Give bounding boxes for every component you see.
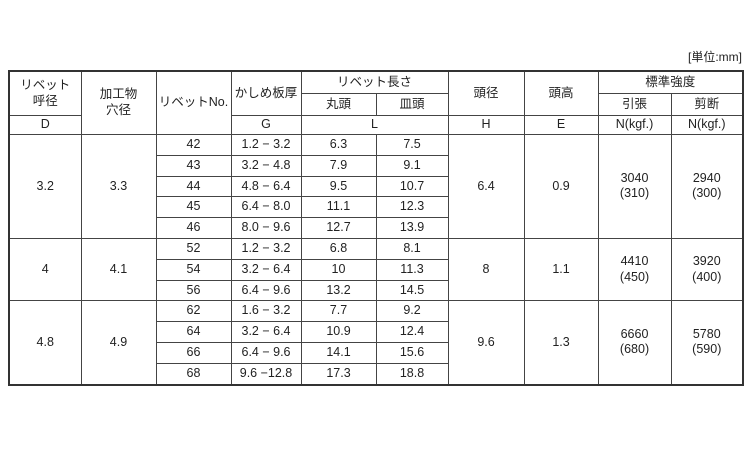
- grip-range: 3.2 − 6.4: [230, 321, 302, 343]
- header-tensile: 引張: [597, 93, 672, 116]
- tensile-strength: 4410 (450): [597, 237, 672, 302]
- length-countersunk-head: 7.5: [375, 134, 449, 156]
- table-row: 68 9.6 −12.8 17.3 18.8: [9, 362, 743, 386]
- rivet-no: 44: [155, 175, 232, 198]
- hole-diameter: 3.3: [80, 134, 157, 239]
- table-row: 4 4.1 52 1.2 − 3.2 6.8 8.1 8 1.1 4410 (450) 3920 …: [8, 237, 744, 302]
- length-round-head: 7.7: [300, 300, 377, 323]
- grip-range: 3.2 − 4.8: [230, 154, 302, 177]
- rivet-no: 56: [155, 279, 232, 302]
- head-height: 1.1: [523, 237, 599, 302]
- length-countersunk-head: 9.2: [375, 300, 449, 323]
- rivet-no: 52: [155, 237, 232, 260]
- length-round-head: 13.2: [300, 279, 377, 302]
- head-height: 1.3: [523, 300, 599, 386]
- symbol-e: E: [523, 115, 599, 135]
- header-hole-diameter: 加工物 穴径: [80, 70, 157, 135]
- grip-range: 9.6 −12.8: [230, 362, 302, 386]
- length-round-head: 17.3: [300, 362, 377, 386]
- length-round-head: 9.5: [300, 175, 377, 198]
- grip-range: 1.2 − 3.2: [230, 237, 302, 260]
- grip-range: 8.0 − 9.6: [230, 217, 302, 239]
- header-round-head: 丸頭: [300, 93, 377, 116]
- header-countersunk-head: 皿頭: [375, 93, 449, 116]
- header-head-height: 頭高: [523, 70, 599, 116]
- head-diameter: 6.4: [447, 134, 525, 239]
- length-countersunk-head: 18.8: [375, 362, 449, 386]
- grip-range: 6.4 − 9.6: [230, 341, 302, 364]
- length-countersunk-head: 12.4: [375, 321, 449, 343]
- table-row: 64 3.2 − 6.4 10.9 12.4: [9, 321, 743, 343]
- head-diameter: 9.6: [447, 300, 525, 386]
- grip-range: 1.2 − 3.2: [230, 134, 302, 156]
- rivet-diameter: 4: [8, 237, 82, 302]
- symbol-d: D: [8, 115, 82, 135]
- length-countersunk-head: 8.1: [375, 237, 449, 260]
- header-grip: かしめ板厚: [230, 70, 302, 116]
- rivet-no: 62: [155, 300, 232, 323]
- rivet-diameter: 4.8: [8, 300, 82, 386]
- rivet-no: 46: [155, 217, 232, 239]
- hole-diameter: 4.9: [80, 300, 157, 386]
- length-countersunk-head: 11.3: [375, 258, 449, 281]
- grip-range: 6.4 − 8.0: [230, 196, 302, 219]
- length-round-head: 6.3: [300, 134, 377, 156]
- shear-strength: 2940 (300): [670, 134, 744, 239]
- tensile-strength: 6660 (680): [597, 300, 672, 386]
- length-countersunk-head: 10.7: [375, 175, 449, 198]
- length-round-head: 6.8: [300, 237, 377, 260]
- header-strength: 標準強度: [597, 70, 744, 94]
- rivet-diameter: 3.2: [8, 134, 82, 239]
- length-round-head: 10: [300, 258, 377, 281]
- header-rivet-no: リベットNo.: [155, 70, 232, 135]
- length-round-head: 7.9: [300, 154, 377, 177]
- rivet-no: 45: [155, 196, 232, 219]
- head-height: 0.9: [523, 134, 599, 239]
- rivet-no: 64: [155, 321, 232, 343]
- unit-tensile: N(kgf.): [597, 115, 672, 135]
- table-row: 54 3.2 − 6.4 10 11.3: [9, 258, 743, 281]
- grip-range: 3.2 − 6.4: [230, 258, 302, 281]
- unit-shear: N(kgf.): [670, 115, 744, 135]
- rivet-no: 43: [155, 154, 232, 177]
- head-diameter: 8: [447, 237, 525, 302]
- header-rivet-length: リベット長さ: [300, 70, 449, 94]
- shear-strength: 5780 (590): [670, 300, 744, 386]
- header-rivet-diameter: リベット 呼径: [8, 70, 82, 116]
- rivet-no: 66: [155, 341, 232, 364]
- unit-label: [単位:mm]: [688, 50, 742, 64]
- length-countersunk-head: 9.1: [375, 154, 449, 177]
- table-row: 4.8 4.9 62 1.6 − 3.2 7.7 9.2 9.6 1.3 6660 (680) 5…: [8, 300, 744, 386]
- table-row: 46 8.0 − 9.6 12.7 13.9: [9, 217, 743, 239]
- rivet-no: 42: [155, 134, 232, 156]
- table-row: 45 6.4 − 8.0 11.1 12.3: [9, 196, 743, 219]
- length-round-head: 14.1: [300, 341, 377, 364]
- symbol-g: G: [230, 115, 302, 135]
- rivet-spec-table: リベット 呼径 加工物 穴径 リベットNo. かしめ板厚 リベット長さ 頭径 頭…: [8, 70, 745, 386]
- length-countersunk-head: 13.9: [375, 217, 449, 239]
- length-countersunk-head: 12.3: [375, 196, 449, 219]
- length-countersunk-head: 14.5: [375, 279, 449, 302]
- grip-range: 6.4 − 9.6: [230, 279, 302, 302]
- shear-strength: 3920 (400): [670, 237, 744, 302]
- length-round-head: 11.1: [300, 196, 377, 219]
- rivet-no: 68: [155, 362, 232, 386]
- header-head-diameter: 頭径: [447, 70, 525, 116]
- symbol-l: L: [300, 115, 449, 135]
- table-row: 3.2 3.3 42 1.2 − 3.2 6.3 7.5 6.4 0.9 3040 (310) 2…: [8, 134, 744, 239]
- rivet-no: 54: [155, 258, 232, 281]
- symbol-h: H: [447, 115, 525, 135]
- hole-diameter: 4.1: [80, 237, 157, 302]
- grip-range: 1.6 − 3.2: [230, 300, 302, 323]
- header-shear: 剪断: [670, 93, 744, 116]
- table-row: 56 6.4 − 9.6 13.2 14.5: [9, 279, 743, 302]
- grip-range: 4.8 − 6.4: [230, 175, 302, 198]
- length-round-head: 12.7: [300, 217, 377, 239]
- tensile-strength: 3040 (310): [597, 134, 672, 239]
- length-round-head: 10.9: [300, 321, 377, 343]
- length-countersunk-head: 15.6: [375, 341, 449, 364]
